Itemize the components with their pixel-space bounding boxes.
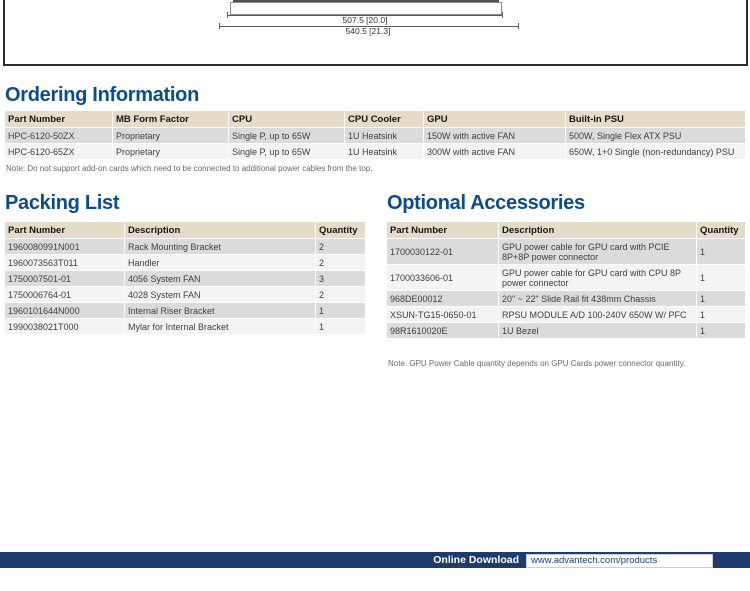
table-cell: 1 xyxy=(696,291,745,307)
column-header: Part Number xyxy=(5,222,124,239)
table-cell: 4056 System FAN xyxy=(124,271,315,287)
dimension-tick xyxy=(518,23,519,29)
column-header: Part Number xyxy=(5,111,112,128)
table-cell: 500W, Single Flex ATX PSU xyxy=(565,128,745,144)
table-cell: HPC-6120-50ZX xyxy=(5,128,112,144)
table-cell: Proprietary xyxy=(112,128,228,144)
table-cell: 2 xyxy=(315,239,365,255)
table-cell: 1960073563T011 xyxy=(5,255,124,271)
dimension-tick xyxy=(227,12,228,18)
table-cell: 98R1610020E xyxy=(387,323,498,339)
table-cell: 150W with active FAN xyxy=(423,128,565,144)
column-header: Description xyxy=(124,222,315,239)
table-cell: 20" ~ 22" Slide Rail fit 438mm Chassis xyxy=(498,291,696,307)
online-download-label: Online Download xyxy=(433,554,519,566)
table-row: 1750007501-01 4056 System FAN 3 xyxy=(5,271,365,287)
table-cell: 1960101644N000 xyxy=(5,303,124,319)
dimension-line-inner xyxy=(227,15,503,16)
download-url-field[interactable]: www.advantech.com/products xyxy=(526,553,713,568)
table-cell: 2 xyxy=(315,255,365,271)
table-cell: 1 xyxy=(696,239,745,265)
table-header-row: Part Number MB Form Factor CPU CPU Cooler GP… xyxy=(5,111,745,128)
section-title-ordering: Ordering Information xyxy=(5,84,200,106)
table-cell: 1700033606-01 xyxy=(387,265,498,291)
table-row: 1700033606-01 GPU power cable for GPU car… xyxy=(387,265,745,291)
table-cell: 1 xyxy=(315,303,365,319)
table-cell: 1750007501-01 xyxy=(5,271,124,287)
column-header: Quantity xyxy=(315,222,365,239)
table-cell: 1750006764-01 xyxy=(5,287,124,303)
table-cell: Single P, up to 65W xyxy=(228,128,344,144)
table-cell: RPSU MODULE A/D 100-240V 650W W/ PFC xyxy=(498,307,696,323)
table-row: HPC-6120-50ZX Proprietary Single P, up to … xyxy=(5,128,745,144)
table-cell: GPU power cable for GPU card with CPU 8P… xyxy=(498,265,696,291)
table-row: 1750006764-01 4028 System FAN 2 xyxy=(5,287,365,303)
column-header: Quantity xyxy=(696,222,745,239)
table-cell: 968DE00012 xyxy=(387,291,498,307)
table-cell: 3 xyxy=(315,271,365,287)
column-header: CPU xyxy=(228,111,344,128)
footer-bar: Online Download www.advantech.com/produc… xyxy=(0,552,750,568)
table-cell: 1700030122-01 xyxy=(387,239,498,265)
dimension-tick xyxy=(502,12,503,18)
table-cell: 1 xyxy=(696,323,745,339)
ordering-information-table: Part Number MB Form Factor CPU CPU Cooler GP… xyxy=(5,111,745,160)
table-cell: 4028 System FAN xyxy=(124,287,315,303)
column-header: Part Number xyxy=(387,222,498,239)
dimension-tick xyxy=(219,23,220,29)
table-cell: 1 xyxy=(696,265,745,291)
table-cell: 1U Bezel xyxy=(498,323,696,339)
table-cell: GPU power cable for GPU card with PCIE 8… xyxy=(498,239,696,265)
table-cell: 650W, 1+0 Single (non-redundancy) PSU xyxy=(565,144,745,160)
section-title-packing: Packing List xyxy=(5,192,120,214)
download-url-text[interactable]: www.advantech.com/products xyxy=(531,555,658,566)
table-row: 1960073563T011 Handler 2 xyxy=(5,255,365,271)
column-header: Description xyxy=(498,222,696,239)
table-row: 1960101644N000 Internal Riser Bracket 1 xyxy=(5,303,365,319)
table-cell: 1960080991N001 xyxy=(5,239,124,255)
table-cell: XSUN-TG15-0650-01 xyxy=(387,307,498,323)
table-cell: 1 xyxy=(696,307,745,323)
table-row: 1700030122-01 GPU power cable for GPU car… xyxy=(387,239,745,265)
table-row: 1990038021T000 Mylar for Internal Bracket… xyxy=(5,319,365,335)
table-row: 98R1610020E 1U Bezel 1 xyxy=(387,323,745,339)
table-cell: 1 xyxy=(315,319,365,335)
column-header: GPU xyxy=(423,111,565,128)
table-cell: 2 xyxy=(315,287,365,303)
accessories-note: Note. GPU Power Cable quantity depends o… xyxy=(388,359,686,368)
chassis-top-bar xyxy=(233,0,499,3)
table-row: HPC-6120-65ZX Proprietary Single P, up to … xyxy=(5,144,745,160)
dimension-line-outer xyxy=(219,26,519,27)
column-header: Built-in PSU xyxy=(565,111,745,128)
dimension-label-outer: 540.5 [21.3] xyxy=(313,27,423,36)
table-cell: HPC-6120-65ZX xyxy=(5,144,112,160)
table-header-row: Part Number Description Quantity xyxy=(387,222,745,239)
table-cell: Single P, up to 65W xyxy=(228,144,344,160)
table-row: XSUN-TG15-0650-01 RPSU MODULE A/D 100-240… xyxy=(387,307,745,323)
chassis-outline xyxy=(230,2,502,15)
table-cell: Rack Mounting Bracket xyxy=(124,239,315,255)
table-row: 1960080991N001 Rack Mounting Bracket 2 xyxy=(5,239,365,255)
table-cell: 1U Heatsink xyxy=(344,128,423,144)
column-header: CPU Cooler xyxy=(344,111,423,128)
optional-accessories-table: Part Number Description Quantity 1700030122… xyxy=(387,222,745,339)
section-title-accessories: Optional Accessories xyxy=(387,192,585,214)
table-cell: Handler xyxy=(124,255,315,271)
ordering-note: Note: Do not support add-on cards which … xyxy=(6,164,373,173)
table-row: 968DE00012 20" ~ 22" Slide Rail fit 438mm… xyxy=(387,291,745,307)
dimension-label-inner: 507.5 [20.0] xyxy=(310,16,420,25)
column-header: MB Form Factor xyxy=(112,111,228,128)
table-cell: Internal Riser Bracket xyxy=(124,303,315,319)
table-cell: Proprietary xyxy=(112,144,228,160)
packing-list-table: Part Number Description Quantity 1960080991… xyxy=(5,222,365,335)
table-cell: 300W with active FAN xyxy=(423,144,565,160)
table-header-row: Part Number Description Quantity xyxy=(5,222,365,239)
table-cell: Mylar for Internal Bracket xyxy=(124,319,315,335)
table-cell: 1990038021T000 xyxy=(5,319,124,335)
table-cell: 1U Heatsink xyxy=(344,144,423,160)
